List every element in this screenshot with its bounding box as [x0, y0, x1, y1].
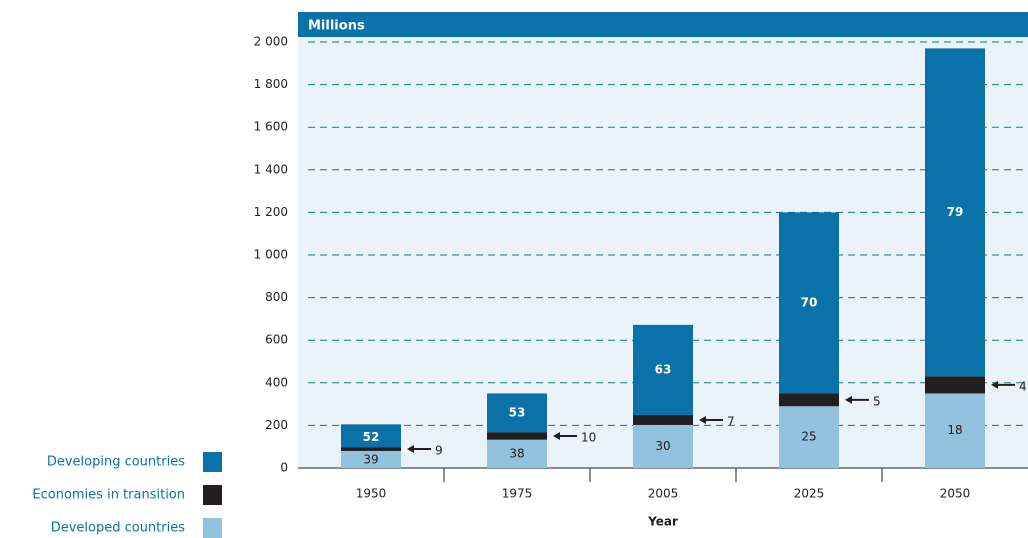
legend-label: Developing countries — [47, 455, 185, 470]
bar-segment — [633, 324, 693, 415]
data-label: 7 — [727, 414, 735, 428]
data-label: 39 — [363, 453, 378, 467]
bar-segment — [925, 393, 985, 468]
y-tick-label: 400 — [265, 375, 288, 389]
bar-segment — [633, 424, 693, 468]
y-tick-label: 1 000 — [254, 248, 288, 262]
bar-segment — [779, 406, 839, 468]
y-tick-label: 800 — [265, 290, 288, 304]
legend-label: Economies in transition — [32, 488, 185, 503]
data-label: 9 — [435, 444, 443, 458]
y-tick-label: 200 — [265, 418, 288, 432]
y-tick-label: 0 — [280, 461, 288, 475]
legend-swatch — [203, 518, 222, 538]
header-bar — [298, 12, 1028, 37]
data-label: 5 — [873, 394, 881, 408]
bar-segment — [341, 450, 401, 468]
y-tick-label: 600 — [265, 333, 288, 347]
bar-segment — [487, 432, 547, 440]
arrow-head — [991, 380, 998, 389]
data-label: 79 — [947, 205, 964, 219]
data-label: 63 — [655, 362, 672, 376]
data-label: 4 — [1019, 379, 1027, 393]
bar-segment — [487, 393, 547, 433]
x-tick-label: 1975 — [502, 487, 533, 501]
y-tick-label: 1 800 — [254, 77, 288, 91]
data-label: 70 — [801, 295, 818, 309]
data-label: 30 — [655, 439, 670, 453]
data-label: 25 — [801, 430, 816, 444]
legend-label: Developed countries — [51, 521, 186, 536]
bar-segment — [779, 393, 839, 407]
y-tick-label: 1 400 — [254, 162, 288, 176]
arrow-head — [553, 431, 560, 440]
unit-label: Millions — [308, 19, 365, 34]
bar-segment — [779, 212, 839, 394]
arrow-head — [699, 415, 706, 424]
data-label: 52 — [363, 430, 380, 444]
legend-swatch — [203, 452, 222, 472]
y-tick-label: 1 600 — [254, 120, 288, 134]
bar-segment — [341, 447, 401, 451]
arrow-head — [407, 445, 414, 454]
x-tick-label: 2005 — [648, 487, 679, 501]
data-label: 10 — [581, 430, 596, 444]
bar-segment — [341, 424, 401, 448]
bar-segment — [925, 376, 985, 394]
x-tick-label: 2050 — [940, 487, 971, 501]
legend-swatch — [203, 485, 222, 505]
bar-segment — [925, 48, 985, 377]
y-tick-label: 2 000 — [254, 35, 288, 49]
arrow-head — [845, 395, 852, 404]
bar-segment — [487, 439, 547, 468]
bar-segment — [633, 414, 693, 425]
y-tick-label: 1 200 — [254, 205, 288, 219]
data-label: 18 — [947, 423, 962, 437]
data-label: 38 — [509, 446, 524, 460]
x-tick-label: 1950 — [356, 487, 387, 501]
x-axis-label: Year — [647, 515, 678, 529]
x-tick-label: 2025 — [794, 487, 825, 501]
data-label: 53 — [509, 405, 526, 419]
